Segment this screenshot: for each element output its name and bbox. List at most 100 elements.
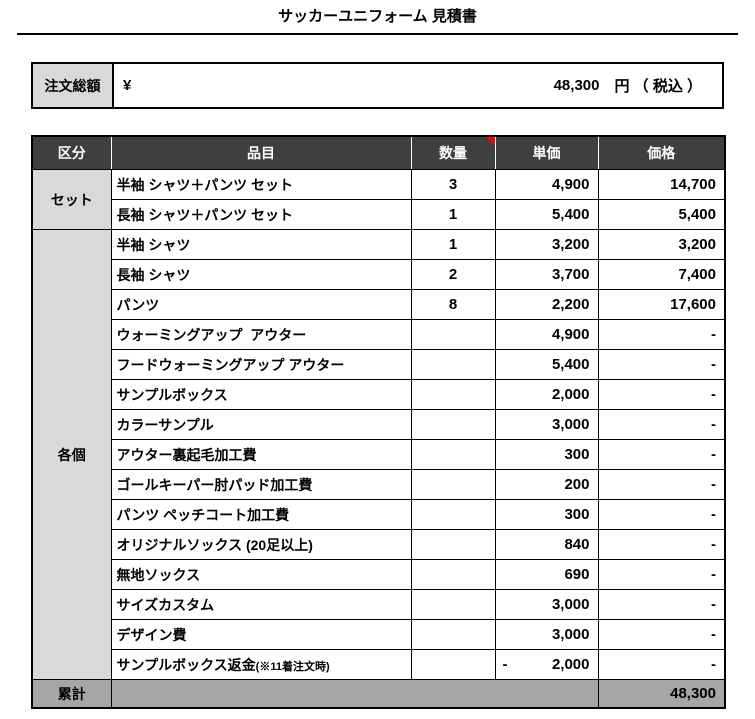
total-value: 48,300: [597, 679, 726, 709]
unit-price-cell: 3,000: [494, 619, 599, 650]
qty-cell: [410, 319, 496, 350]
order-total-amount: 48,300: [553, 77, 600, 94]
quote-table: 区分 品目 数量 単価 価格 セット 半袖 シャツ＋パンツ セット 3 4,900 14…: [31, 135, 726, 709]
qty-cell: [410, 439, 496, 470]
price-cell: 5,400: [597, 199, 726, 230]
unit-price-cell: 840: [494, 529, 599, 560]
unit-price-cell: 3,700: [494, 259, 599, 290]
item-cell: サンプルボックス: [110, 379, 412, 410]
price-cell: 3,200: [597, 229, 726, 260]
item-cell: 半袖 シャツ: [110, 229, 412, 260]
unit-price-cell: 3,000: [494, 589, 599, 620]
item-cell: カラーサンプル: [110, 409, 412, 440]
table-row: デザイン費 3,000-: [32, 619, 726, 650]
qty-cell: [410, 649, 496, 680]
unit-price-cell: 690: [494, 559, 599, 590]
qty-cell: [410, 469, 496, 500]
unit-price-cell: - 2,000: [494, 649, 599, 680]
price-cell: -: [597, 469, 726, 500]
item-cell: アウター裏起毛加工費: [110, 439, 412, 470]
table-row: ゴールキーパー肘パッド加工費 200-: [32, 469, 726, 500]
item-cell: 長袖 シャツ: [110, 259, 412, 290]
unit-price-value: 2,000: [551, 656, 590, 673]
unit-price-cell: 300: [494, 499, 599, 530]
table-row: サンプルボックス 2,000-: [32, 379, 726, 410]
table-row: サンプルボックス返金(※11着注文時) -2,000-: [32, 649, 726, 680]
qty-cell: [410, 349, 496, 380]
price-cell: -: [597, 529, 726, 560]
qty-cell: [410, 559, 496, 590]
page-title: サッカーユニフォーム 見積書: [278, 8, 477, 25]
order-total-box: 注文総額 ¥ 48,300 円 （ 税込 ）: [31, 62, 724, 109]
item-cell: パンツ ペッチコート加工費: [110, 499, 412, 530]
unit-price-cell: 4,900: [494, 169, 599, 200]
price-cell: -: [597, 559, 726, 590]
item-cell: デザイン費: [110, 619, 412, 650]
item-cell: 半袖 シャツ＋パンツ セット: [110, 169, 412, 200]
table-row: 長袖 シャツ＋パンツ セット 1 5,400 5,400: [32, 199, 726, 230]
table-body: セット 半袖 シャツ＋パンツ セット 3 4,900 14,700 長袖 シャツ＋パンツ …: [31, 169, 726, 680]
unit-price-cell: 300: [494, 439, 599, 470]
table-row: ウォーミングアップ アウター 4,900-: [32, 319, 726, 350]
qty-cell: 1: [410, 229, 496, 260]
qty-cell: 8: [410, 289, 496, 320]
item-cell: ウォーミングアップ アウター: [110, 319, 412, 350]
minus-sign: -: [502, 656, 508, 673]
table-footer: 累計 48,300: [31, 679, 726, 709]
unit-price-cell: 200: [494, 469, 599, 500]
price-cell: -: [597, 619, 726, 650]
header-suryo: 数量: [410, 135, 496, 170]
order-total-suffix: 円 （ 税込 ）: [614, 78, 702, 95]
price-cell: -: [597, 439, 726, 470]
table-row: サイズカスタム 3,000-: [32, 589, 726, 620]
item-cell: フードウォーミングアップ アウター: [110, 349, 412, 380]
price-cell: 14,700: [597, 169, 726, 200]
qty-cell: [410, 379, 496, 410]
item-cell: 無地ソックス: [110, 559, 412, 590]
title-rule: [17, 33, 738, 35]
group-cell-kakko: 各個: [31, 229, 112, 680]
item-cell: 長袖 シャツ＋パンツ セット: [110, 199, 412, 230]
unit-price-cell: 2,000: [494, 379, 599, 410]
total-label: 累計: [31, 679, 112, 709]
order-total-amount-group: 48,300 円 （ 税込 ）: [554, 75, 702, 96]
order-total-label: 注文総額: [33, 64, 114, 107]
table-row: パンツ ペッチコート加工費 300-: [32, 499, 726, 530]
header-suryo-label: 数量: [439, 145, 467, 161]
item-cell: サンプルボックス返金(※11着注文時): [110, 649, 412, 680]
header-kakaku: 価格: [597, 135, 726, 170]
unit-price-cell: 3,200: [494, 229, 599, 260]
item-cell: ゴールキーパー肘パッド加工費: [110, 469, 412, 500]
comment-indicator-icon: [485, 137, 495, 146]
price-cell: -: [597, 379, 726, 410]
qty-cell: [410, 409, 496, 440]
price-cell: -: [597, 589, 726, 620]
unit-price-cell: 5,400: [494, 199, 599, 230]
price-cell: -: [597, 409, 726, 440]
total-row: 累計 48,300: [31, 679, 726, 709]
price-cell: -: [597, 649, 726, 680]
qty-cell: 3: [410, 169, 496, 200]
qty-cell: 2: [410, 259, 496, 290]
price-cell: -: [597, 349, 726, 380]
item-cell: パンツ: [110, 289, 412, 320]
table-row: パンツ 8 2,200 17,600: [32, 289, 726, 320]
header-hinmoku: 品目: [110, 135, 412, 170]
qty-cell: [410, 529, 496, 560]
table-row: アウター裏起毛加工費 300-: [32, 439, 726, 470]
item-note: (※11着注文時): [255, 660, 330, 673]
group-cell-set: セット: [31, 169, 112, 230]
item-cell: オリジナルソックス (20足以上): [110, 529, 412, 560]
price-cell: 17,600: [597, 289, 726, 320]
unit-price-cell: 4,900: [494, 319, 599, 350]
price-cell: -: [597, 319, 726, 350]
total-spacer: [110, 679, 599, 709]
table-row: フードウォーミングアップ アウター 5,400-: [32, 349, 726, 380]
qty-cell: 1: [410, 199, 496, 230]
unit-price-cell: 2,200: [494, 289, 599, 320]
table-row: セット 半袖 シャツ＋パンツ セット 3 4,900 14,700: [31, 169, 726, 230]
currency-symbol: ¥: [123, 77, 132, 94]
header-kubun: 区分: [31, 135, 112, 170]
table-row: 長袖 シャツ 2 3,700 7,400: [32, 259, 726, 290]
unit-price-cell: 3,000: [494, 409, 599, 440]
